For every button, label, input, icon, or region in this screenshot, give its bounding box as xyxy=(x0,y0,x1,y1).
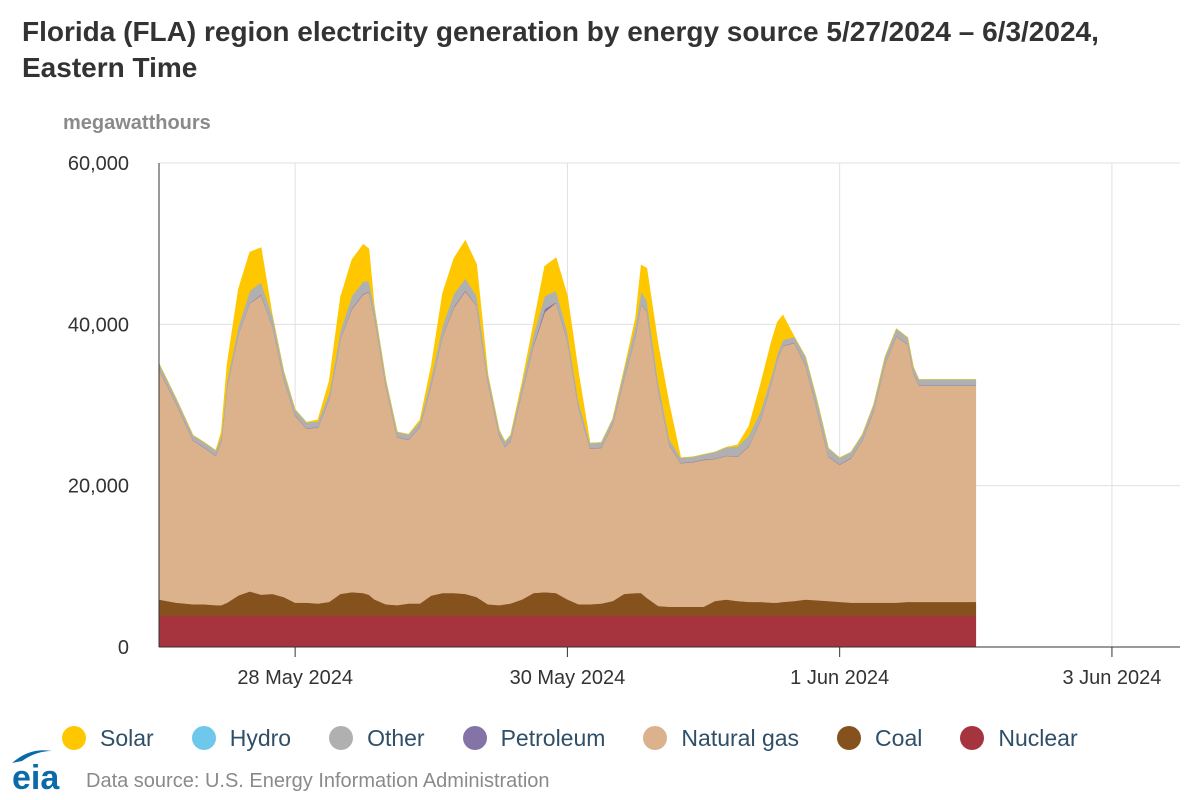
tick-labels: 0 20,000 40,000 60,000 28 May 2024 30 May 202… xyxy=(68,153,1162,689)
legend-marker-icon xyxy=(191,726,216,750)
legend: Solar Hydro Other Petroleum Natural gas Coal N… xyxy=(62,722,1116,754)
legend-marker-icon xyxy=(837,726,862,750)
legend-marker-icon xyxy=(462,726,487,750)
eia-logo-text: eia xyxy=(12,759,60,795)
legend-item-hydro[interactable]: Hydro xyxy=(191,724,292,752)
legend-item-natural-gas[interactable]: Natural gas xyxy=(643,725,799,752)
legend-marker-icon xyxy=(960,726,985,750)
axes xyxy=(158,163,1180,657)
y-tick-label: 20,000 xyxy=(68,476,129,498)
eia-logo-icon: eia xyxy=(12,750,60,795)
x-tick-label: 30 May 2024 xyxy=(510,667,626,689)
x-tick-label: 28 May 2024 xyxy=(237,667,353,689)
x-tick-label: 1 Jun 2024 xyxy=(790,667,889,689)
legend-label: Coal xyxy=(875,724,923,751)
chart-svg: 0 20,000 40,000 60,000 28 May 2024 30 May 202… xyxy=(68,153,1180,689)
data-source-note: Data source: U.S. Energy Information Adm… xyxy=(86,770,550,792)
legend-label: Petroleum xyxy=(500,724,606,751)
legend-label: Solar xyxy=(100,724,154,751)
legend-item-petroleum[interactable]: Petroleum xyxy=(462,724,606,752)
chart-title: Florida (FLA) region electricity generat… xyxy=(22,16,1099,83)
legend-item-other[interactable]: Other xyxy=(329,725,425,752)
legend-item-nuclear[interactable]: Nuclear xyxy=(960,724,1078,752)
legend-label: Nuclear xyxy=(998,724,1078,751)
legend-item-solar[interactable]: Solar xyxy=(62,725,154,752)
y-tick-label: 40,000 xyxy=(68,314,129,336)
y-tick-label: 0 xyxy=(118,637,129,659)
legend-marker-icon xyxy=(62,726,86,750)
series-area-nuclear xyxy=(158,615,977,648)
y-axis-unit-label: megawatthours xyxy=(63,112,211,134)
legend-label: Natural gas xyxy=(681,724,800,751)
stacked-areas xyxy=(158,240,977,648)
legend-marker-icon xyxy=(329,726,354,750)
x-tick-label: 3 Jun 2024 xyxy=(1062,667,1161,689)
legend-marker-icon xyxy=(643,726,668,750)
y-tick-label: 60,000 xyxy=(68,153,129,175)
legend-item-coal[interactable]: Coal xyxy=(837,725,922,752)
series-area-solar xyxy=(158,240,977,459)
legend-label: Hydro xyxy=(229,724,292,751)
legend-label: Other xyxy=(367,724,425,751)
